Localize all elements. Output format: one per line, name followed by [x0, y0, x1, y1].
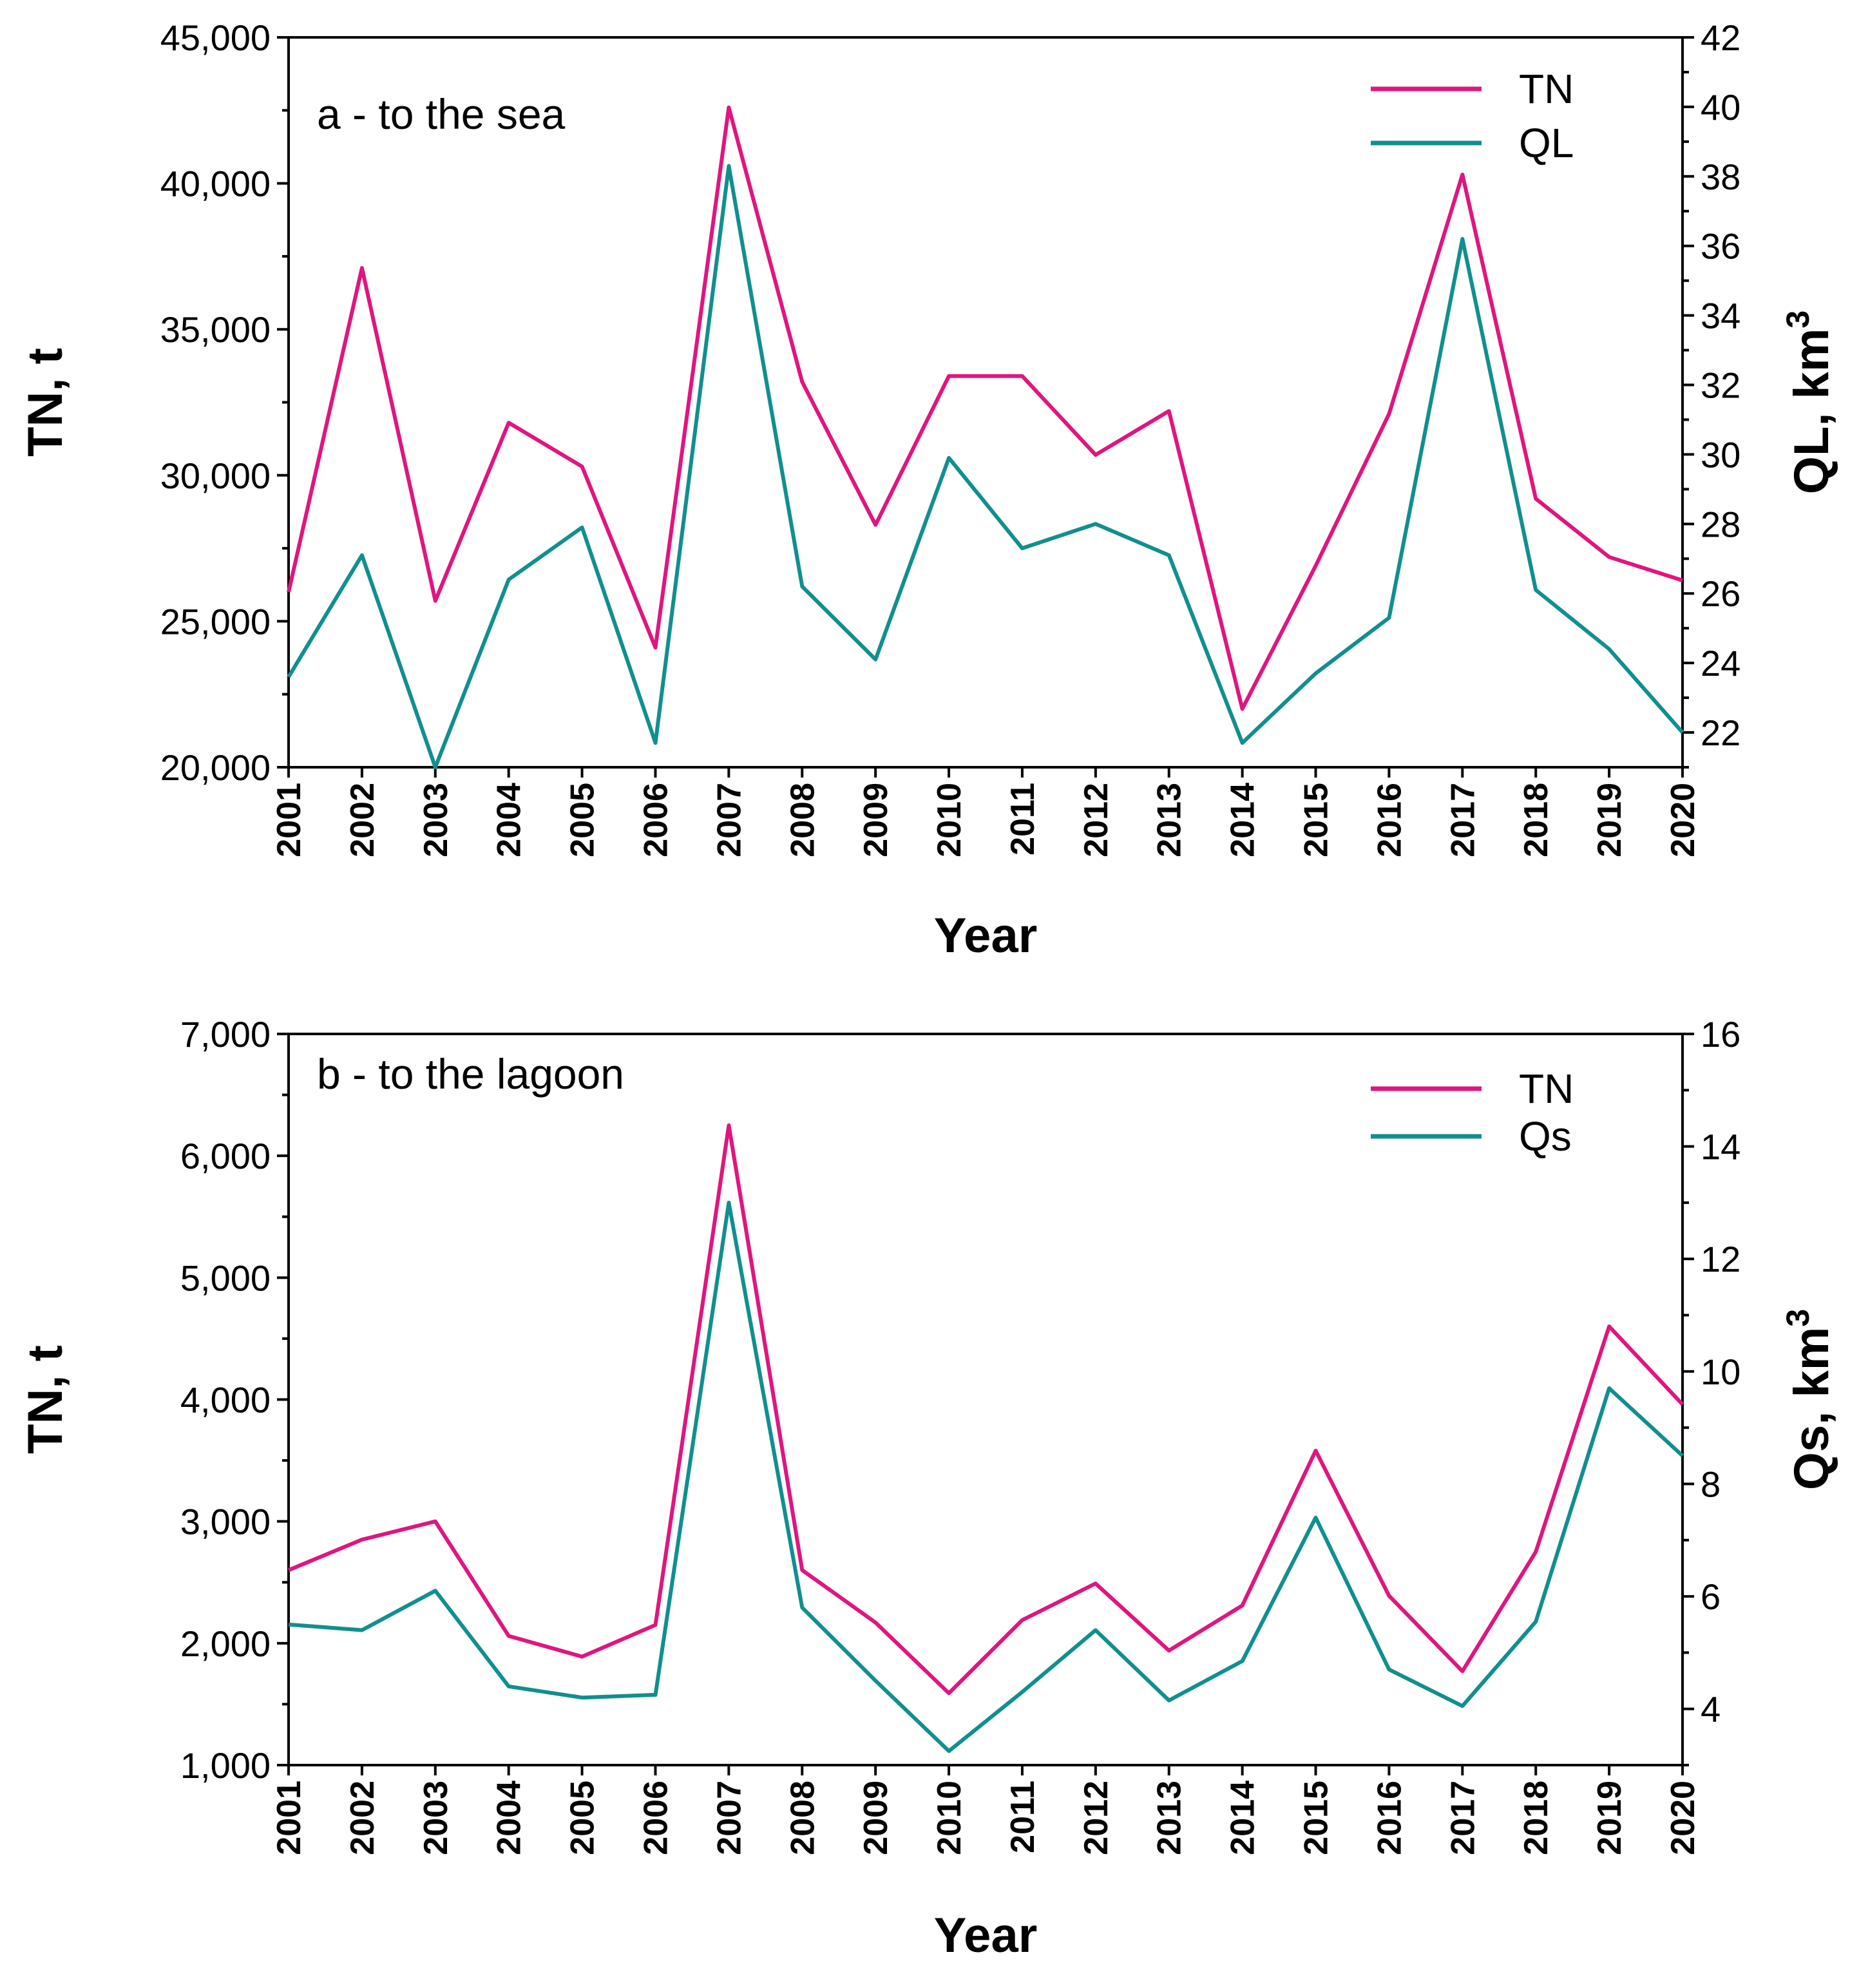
x-axis-title: Year — [934, 1908, 1038, 1963]
panel-title: b - to the lagoon — [317, 1050, 624, 1098]
x-tick-label: 2007 — [710, 783, 748, 857]
x-tick-label: 2002 — [344, 783, 381, 857]
x-tick-label: 2013 — [1151, 783, 1188, 857]
x-tick-label: 2016 — [1371, 1781, 1408, 1855]
panel-title: a - to the sea — [317, 90, 566, 138]
x-tick-label: 2015 — [1298, 783, 1335, 857]
left-y-tick-label: 1,000 — [180, 1745, 271, 1786]
legend-label-tn: TN — [1519, 66, 1574, 112]
panel-b-to-the-lagoon: 1,000 2,000 3,000 4,000 5,000 6,000 7,000 4 6 8 10… — [18, 1014, 1839, 1963]
panel-a-to-the-sea: 20,000 25,000 30,000 35,000 40,000 45,000 22 24… — [18, 17, 1839, 963]
x-tick-label: 2003 — [417, 1781, 455, 1855]
x-tick-label: 2019 — [1591, 1781, 1628, 1855]
x-tick-label: 2007 — [710, 1781, 748, 1855]
series-line-qs — [288, 1200, 1684, 1754]
x-tick-label: 2009 — [857, 783, 895, 857]
right-y-tick-label: 24 — [1701, 643, 1740, 683]
right-y-tick-label: 42 — [1701, 17, 1740, 58]
x-tick-label: 2019 — [1591, 783, 1628, 857]
right-y-axis-title-main: Qs, km — [1784, 1327, 1839, 1490]
left-y-tick-label: 40,000 — [160, 164, 271, 204]
left-y-tick-label: 4,000 — [180, 1380, 271, 1420]
right-y-tick-label: 38 — [1701, 157, 1740, 197]
right-y-tick-label: 4 — [1701, 1689, 1721, 1730]
left-y-tick-label: 30,000 — [160, 455, 271, 496]
right-y-tick-label: 12 — [1701, 1239, 1740, 1279]
x-tick-label: 2013 — [1151, 1781, 1188, 1855]
x-tick-label: 2008 — [784, 1781, 821, 1855]
x-tick-label: 2004 — [491, 1781, 528, 1855]
left-y-tick-label: 35,000 — [160, 309, 271, 350]
left-y-tick-label: 5,000 — [180, 1257, 271, 1298]
right-y-axis-title-superscript: 3 — [1780, 1309, 1816, 1327]
legend-label-tn: TN — [1519, 1066, 1574, 1112]
legend-label-ql: QL — [1519, 120, 1574, 166]
x-tick-label: 2006 — [637, 783, 674, 857]
right-y-tick-label: 28 — [1701, 504, 1740, 544]
series-line-ql — [287, 164, 1684, 769]
left-y-tick-label: 45,000 — [160, 17, 271, 58]
right-y-tick-label: 40 — [1701, 87, 1740, 128]
x-tick-label: 2017 — [1444, 1781, 1482, 1855]
left-y-tick-label: 25,000 — [160, 601, 271, 642]
x-tick-label: 2017 — [1444, 783, 1482, 857]
x-tick-label: 2010 — [931, 1781, 968, 1855]
right-y-tick-label: 32 — [1701, 365, 1740, 406]
x-axis-title: Year — [934, 908, 1038, 963]
plot-frame — [287, 36, 1684, 769]
x-tick-label: 2004 — [491, 783, 528, 857]
right-y-tick-label: 34 — [1701, 296, 1740, 336]
left-y-tick-label: 2,000 — [180, 1623, 271, 1664]
x-tick-label: 2018 — [1518, 1781, 1555, 1855]
x-tick-label: 2009 — [857, 1781, 895, 1855]
right-y-axis-title-main: QL, km — [1784, 329, 1839, 495]
left-y-tick-label: 6,000 — [180, 1136, 271, 1176]
right-y-axis-title-superscript: 3 — [1780, 311, 1816, 329]
x-tick-label: 2006 — [637, 1781, 674, 1855]
series-line-tn — [287, 105, 1683, 711]
left-y-tick-label: 7,000 — [180, 1014, 271, 1055]
x-tick-label: 2008 — [784, 783, 821, 857]
x-tick-label: 2005 — [564, 783, 602, 857]
x-tick-label: 2015 — [1298, 1781, 1335, 1855]
x-tick-label: 2011 — [1004, 1781, 1042, 1853]
x-tick-label: 2018 — [1518, 783, 1555, 857]
right-y-tick-label: 22 — [1701, 712, 1740, 753]
x-tick-label: 2001 — [271, 783, 308, 857]
right-y-tick-label: 26 — [1701, 573, 1740, 614]
left-y-axis-title: TN, t — [18, 348, 73, 457]
x-tick-label: 2020 — [1664, 783, 1702, 857]
x-tick-label: 2003 — [417, 783, 455, 857]
left-y-tick-label: 3,000 — [180, 1502, 271, 1542]
right-y-tick-label: 30 — [1701, 434, 1740, 475]
left-y-tick-label: 20,000 — [160, 747, 271, 788]
right-y-tick-label: 10 — [1701, 1352, 1740, 1392]
right-y-tick-label: 14 — [1701, 1127, 1740, 1167]
x-tick-label: 2012 — [1078, 783, 1115, 857]
x-tick-label: 2011 — [1004, 783, 1042, 855]
x-tick-label: 2010 — [931, 783, 968, 857]
right-y-tick-label: 16 — [1701, 1014, 1740, 1055]
right-y-axis-title: Qs, km3 — [1780, 1309, 1839, 1490]
x-tick-label: 2014 — [1225, 783, 1262, 857]
x-tick-label: 2012 — [1078, 1781, 1115, 1855]
x-tick-label: 2005 — [564, 1781, 602, 1855]
right-y-axis-title: QL, km3 — [1780, 311, 1839, 494]
series-line-tn — [287, 1123, 1684, 1696]
x-tick-label: 2016 — [1371, 783, 1408, 857]
right-y-tick-label: 6 — [1701, 1576, 1721, 1617]
left-y-axis-title: TN, t — [18, 1345, 73, 1454]
x-tick-label: 2002 — [344, 1781, 381, 1855]
right-y-tick-label: 8 — [1701, 1464, 1721, 1504]
right-y-tick-label: 36 — [1701, 226, 1740, 267]
x-tick-label: 2014 — [1225, 1781, 1262, 1855]
legend-label-qs: Qs — [1519, 1113, 1572, 1160]
x-tick-label: 2020 — [1664, 1781, 1702, 1855]
x-tick-label: 2001 — [271, 1781, 308, 1855]
